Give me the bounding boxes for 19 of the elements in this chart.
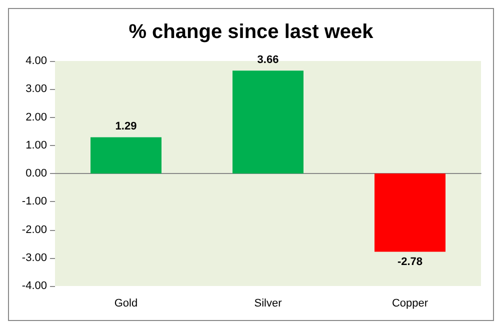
- y-tick-label: 3.00: [26, 83, 47, 96]
- y-tick-label: 0.00: [26, 168, 47, 180]
- bar: [232, 70, 304, 174]
- y-tick-label: 2.00: [26, 111, 47, 124]
- x-tick-label: Gold: [114, 298, 138, 310]
- x-tick-label: Silver: [254, 298, 282, 310]
- y-tick-label: -3.00: [22, 252, 47, 264]
- bar: [90, 137, 162, 174]
- chart-title: % change since last week: [128, 21, 374, 43]
- x-tick-label: Copper: [392, 298, 428, 310]
- y-tick-label: 1.00: [26, 139, 47, 152]
- y-tick-label: -1.00: [22, 196, 47, 208]
- y-tick-label: -2.00: [22, 224, 47, 236]
- data-label: -2.78: [397, 256, 423, 268]
- y-tick-label: -4.00: [22, 280, 47, 292]
- data-label: 1.29: [115, 120, 137, 133]
- y-tick-label: 4.00: [26, 55, 47, 67]
- bar: [374, 174, 446, 252]
- data-label: 3.66: [257, 54, 279, 66]
